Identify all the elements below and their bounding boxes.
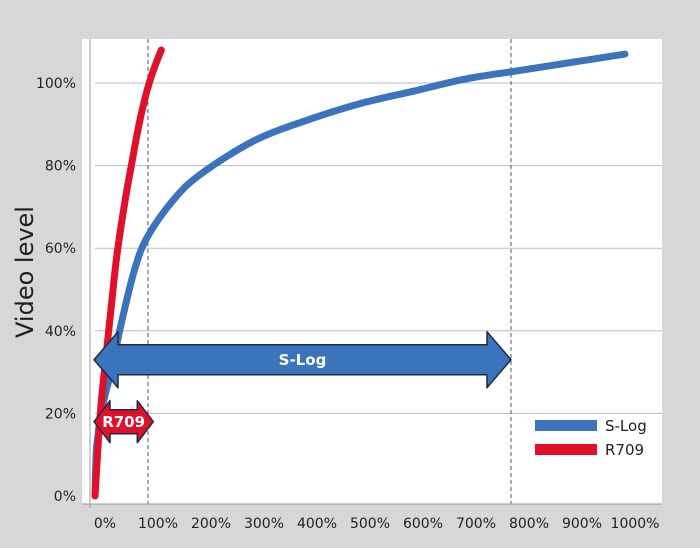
legend-label-s-log: S-Log bbox=[605, 417, 647, 435]
plot-background bbox=[82, 39, 662, 504]
y-tick-label: 100% bbox=[36, 76, 76, 92]
x-tick-label: 1000% bbox=[611, 516, 660, 532]
y-tick-label: 40% bbox=[45, 324, 76, 340]
x-tick-label: 900% bbox=[562, 516, 602, 532]
range-arrow-label-s-log: S-Log bbox=[279, 351, 327, 369]
range-arrows: S-Log R709 bbox=[93, 330, 512, 444]
range-arrow-s-log bbox=[93, 330, 512, 389]
gridlines bbox=[95, 82, 662, 414]
x-tick-label: 400% bbox=[297, 516, 337, 532]
x-tick-label: 0% bbox=[94, 516, 116, 532]
legend-label-r709: R709 bbox=[605, 441, 644, 459]
x-tick-label: 500% bbox=[350, 516, 390, 532]
y-tick-label: 0% bbox=[54, 489, 76, 505]
x-tick-label: 300% bbox=[244, 516, 284, 532]
axes bbox=[82, 39, 662, 508]
y-tick-label: 60% bbox=[45, 241, 76, 257]
x-tick-label: 800% bbox=[509, 516, 549, 532]
x-tick-label: 100% bbox=[138, 516, 178, 532]
x-tick-label: 600% bbox=[403, 516, 443, 532]
y-axis-label: Video level bbox=[11, 206, 39, 338]
legend: S-Log R709 bbox=[535, 417, 647, 459]
range-arrow-r709 bbox=[93, 399, 155, 444]
x-tick-label: 200% bbox=[191, 516, 231, 532]
x-tick-label: 700% bbox=[456, 516, 496, 532]
tick-labels: 0% 20% 40% 60% 80% 100% 0% 100% 200% 300% 400% 500%… bbox=[36, 76, 660, 532]
legend-swatch-s-log bbox=[535, 420, 597, 431]
range-arrow-label-r709: R709 bbox=[102, 413, 145, 431]
y-tick-label: 20% bbox=[45, 406, 76, 422]
legend-swatch-r709 bbox=[535, 444, 597, 455]
y-tick-label: 80% bbox=[45, 159, 76, 175]
